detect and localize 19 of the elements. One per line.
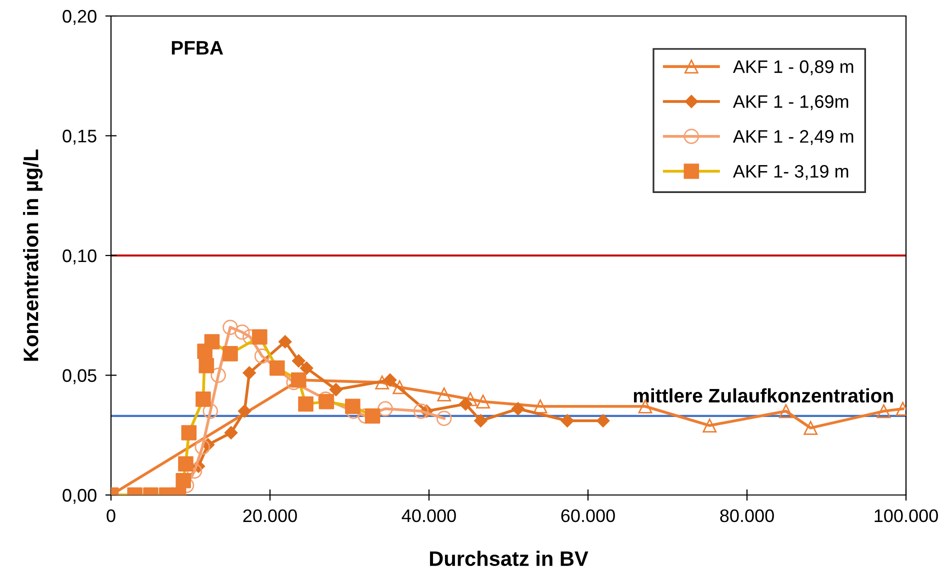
x-axis-title: Durchsatz in BV [430, 550, 588, 566]
legend-label: AKF 1- 3,19 m [732, 164, 848, 180]
x-tick-label: 0 [106, 509, 116, 522]
x-tick-label: 60.000 [561, 509, 615, 522]
y-tick-label: 0,20 [62, 10, 96, 25]
y-tick-label: 0,00 [62, 488, 96, 504]
legend-label: AKF 1 - 2,49 m [732, 130, 854, 145]
y-tick-label: 0,15 [62, 130, 96, 145]
legend-label: AKF 1 - 0,89 m [732, 60, 854, 76]
x-tick-label: 40.000 [402, 509, 456, 522]
y-axis-title: Konzentration in µg/L [23, 149, 43, 361]
x-tick-label: 100.000 [874, 509, 938, 522]
y-tick-label: 0,05 [62, 369, 96, 384]
x-tick-label: 80.000 [720, 509, 774, 522]
x-tick-label: 20.000 [243, 509, 297, 522]
annotation: PFBA [172, 41, 224, 55]
ref-line-label: mittlere Zulaufkonzentration [634, 388, 893, 403]
legend-label: AKF 1 - 1,69m [732, 95, 848, 110]
y-tick-label: 0,10 [62, 249, 96, 264]
